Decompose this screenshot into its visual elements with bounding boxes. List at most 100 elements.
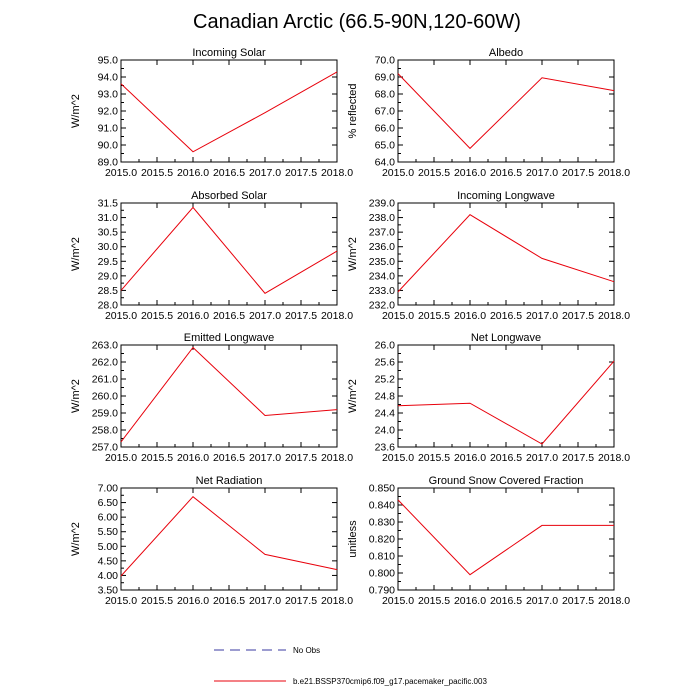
y-tick-label: 70.0: [375, 55, 396, 67]
y-tick-label: 238.0: [369, 212, 395, 224]
legend: No Obs b.e21.BSSP370cmip6.f09_g17.pacema…: [214, 646, 487, 686]
x-tick-label: 2016.0: [454, 167, 486, 179]
y-tick-label: 0.800: [369, 568, 395, 580]
x-tick-label: 2015.5: [141, 452, 173, 464]
y-tick-label: 90.0: [98, 140, 119, 152]
y-axis-label: % reflected: [347, 83, 359, 138]
y-tick-label: 233.0: [369, 285, 395, 297]
x-tick-label: 2018.0: [598, 310, 630, 322]
y-tick-label: 68.0: [375, 89, 396, 101]
panel-title: Incoming Solar: [192, 47, 266, 59]
y-tick-label: 239.0: [369, 198, 395, 210]
y-tick-label: 5.00: [98, 541, 119, 553]
panel-title: Net Longwave: [471, 332, 541, 344]
y-tick-label: 262.0: [92, 357, 118, 369]
y-axis-label: W/m^2: [70, 522, 82, 556]
x-tick-label: 2015.5: [141, 167, 173, 179]
legend-obs-label: No Obs: [293, 646, 320, 655]
y-tick-label: 93.0: [98, 89, 119, 101]
x-tick-label: 2016.0: [177, 595, 209, 607]
panel-title: Net Radiation: [196, 475, 263, 487]
x-tick-label: 2017.0: [526, 595, 558, 607]
x-tick-label: 2015.5: [418, 452, 450, 464]
x-tick-label: 2017.0: [526, 310, 558, 322]
y-tick-label: 23.6: [375, 442, 396, 454]
x-tick-label: 2015.0: [105, 595, 137, 607]
y-tick-label: 92.0: [98, 106, 119, 118]
chart-panel-6: Net Longwave 23.6 24.0 24.4 24.8 25.2 25.6 26.0…: [347, 332, 630, 464]
series-line: [120, 71, 338, 153]
y-tick-label: 0.840: [369, 500, 395, 512]
x-tick-label: 2016.0: [177, 167, 209, 179]
y-tick-label: 3.50: [98, 585, 119, 597]
x-tick-label: 2016.5: [213, 452, 245, 464]
x-tick-label: 2016.0: [177, 310, 209, 322]
y-tick-label: 64.0: [375, 157, 396, 169]
y-tick-label: 259.0: [92, 408, 118, 420]
x-tick-label: 2016.5: [490, 167, 522, 179]
x-tick-label: 2018.0: [321, 167, 353, 179]
y-tick-label: 29.0: [98, 270, 119, 282]
y-tick-label: 258.0: [92, 425, 118, 437]
plot-frame: [120, 344, 338, 448]
x-tick-label: 2017.5: [285, 452, 317, 464]
y-tick-label: 30.5: [98, 227, 119, 239]
chart-panel-8: Ground Snow Covered Fraction 0.790 0.800 0.…: [347, 475, 630, 607]
y-tick-label: 94.0: [98, 72, 119, 84]
y-tick-label: 0.790: [369, 585, 395, 597]
y-tick-label: 232.0: [369, 300, 395, 312]
panel-title: Emitted Longwave: [184, 332, 275, 344]
x-tick-label: 2015.5: [141, 595, 173, 607]
y-axis-label: W/m^2: [70, 237, 82, 271]
x-tick-label: 2015.0: [382, 310, 414, 322]
y-axis-label: W/m^2: [347, 379, 359, 413]
x-tick-label: 2017.0: [526, 167, 558, 179]
series-line: [120, 206, 338, 294]
x-tick-label: 2017.5: [562, 167, 594, 179]
series-line: [397, 499, 614, 576]
plot-frame: [397, 487, 615, 591]
y-tick-label: 4.00: [98, 570, 119, 582]
plot-frame: [120, 487, 338, 591]
y-tick-label: 260.0: [92, 391, 118, 403]
y-tick-label: 5.50: [98, 526, 119, 538]
x-tick-label: 2018.0: [321, 452, 353, 464]
panel-title: Absorbed Solar: [191, 190, 267, 202]
y-tick-label: 7.00: [98, 483, 119, 495]
y-tick-label: 25.2: [375, 374, 396, 386]
y-tick-label: 24.8: [375, 391, 396, 403]
y-axis-label: W/m^2: [347, 237, 359, 271]
plot-frame: [397, 344, 615, 448]
x-tick-label: 2015.5: [418, 310, 450, 322]
panel-title: Ground Snow Covered Fraction: [429, 475, 584, 487]
y-tick-label: 66.0: [375, 123, 396, 135]
y-tick-label: 6.50: [98, 497, 119, 509]
y-tick-label: 26.0: [375, 340, 396, 352]
y-tick-label: 28.5: [98, 285, 119, 297]
x-tick-label: 2015.0: [382, 595, 414, 607]
y-tick-label: 6.00: [98, 512, 119, 524]
y-tick-label: 257.0: [92, 442, 118, 454]
x-tick-label: 2015.5: [141, 310, 173, 322]
chart-panel-5: Emitted Longwave 257.0 258.0 259.0 260.0 261.…: [70, 332, 353, 464]
panel-title: Albedo: [489, 47, 523, 59]
panel-title: Incoming Longwave: [457, 190, 555, 202]
y-tick-label: 31.0: [98, 212, 119, 224]
x-tick-label: 2017.0: [526, 452, 558, 464]
x-tick-label: 2017.5: [562, 452, 594, 464]
y-tick-label: 67.0: [375, 106, 396, 118]
chart-panel-4: Incoming Longwave 232.0 233.0 234.0 235.0 236…: [347, 190, 630, 322]
x-tick-label: 2018.0: [321, 595, 353, 607]
x-tick-label: 2017.0: [249, 452, 281, 464]
x-tick-label: 2016.5: [490, 595, 522, 607]
plot-frame: [120, 202, 338, 306]
y-tick-label: 236.0: [369, 241, 395, 253]
y-tick-label: 4.50: [98, 555, 119, 567]
x-tick-label: 2017.0: [249, 310, 281, 322]
legend-model-label: b.e21.BSSP370cmip6.f09_g17.pacemaker_pac…: [293, 677, 487, 686]
x-tick-label: 2016.5: [213, 595, 245, 607]
y-tick-label: 237.0: [369, 227, 395, 239]
chart-panel-1: Incoming Solar 89.0 90.0 91.0 92.0 93.0 94.0 95…: [70, 47, 353, 179]
plot-frame: [397, 59, 615, 163]
